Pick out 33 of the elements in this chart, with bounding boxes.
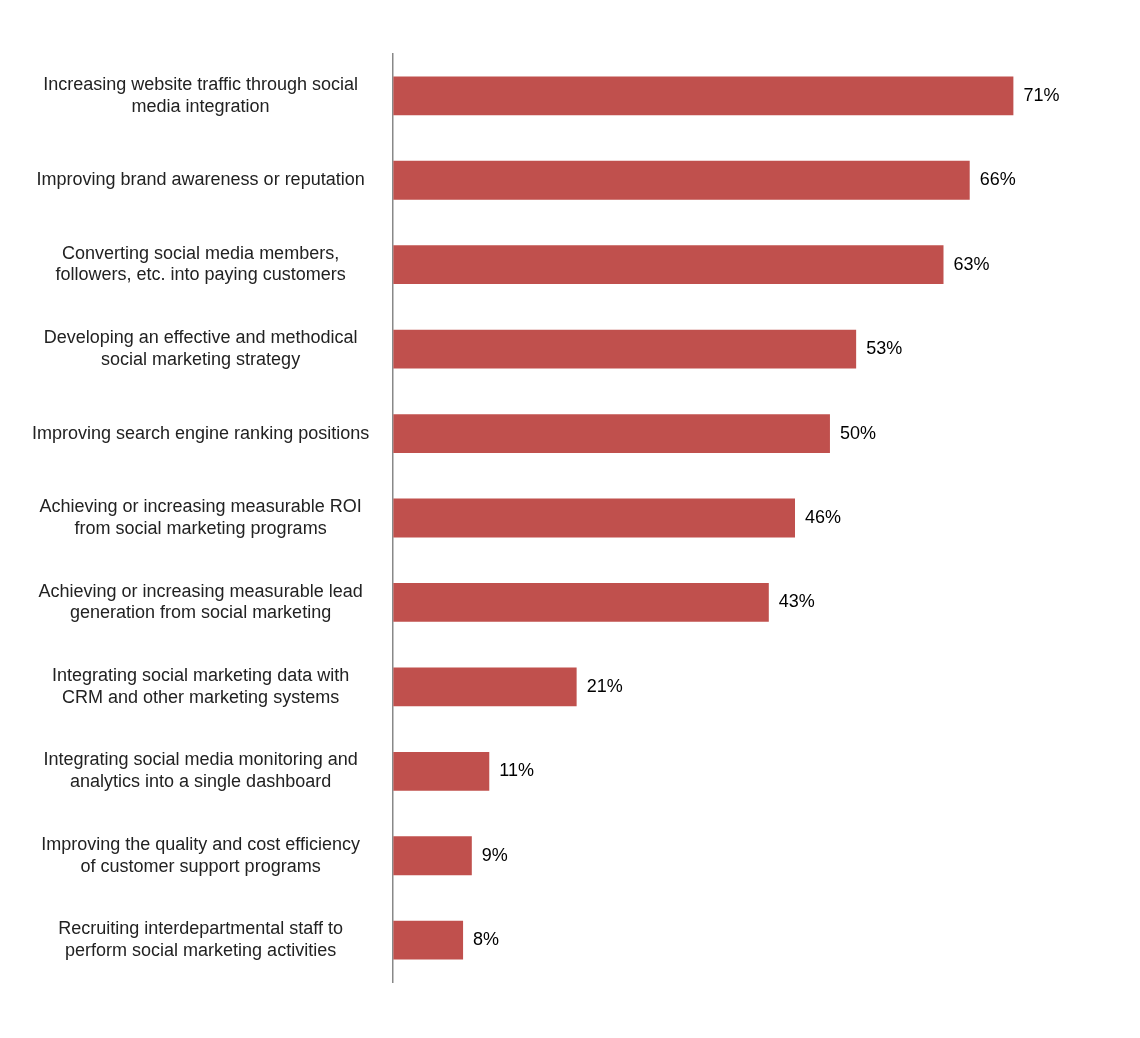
data-label: 43% <box>778 591 815 612</box>
y-tick-label: Improving search engine ranking positions <box>31 422 370 443</box>
y-tick-label: Improving the quality and cost efficiency of customer support programs <box>41 833 361 876</box>
bar <box>393 329 857 369</box>
y-tick-label: Achieving or increasing measurable ROI from social marketing programs <box>39 496 362 538</box>
data-label: 71% <box>1023 84 1060 105</box>
bar <box>393 667 577 707</box>
data-label: 21% <box>586 675 623 696</box>
bar <box>393 245 944 285</box>
y-tick-label: Integrating social media monitoring and analytics into a single dashboard <box>43 749 358 792</box>
bar <box>393 414 830 453</box>
y-tick-label: Converting social media members, followers, etc. into paying customers <box>55 242 346 285</box>
y-tick-label: Developing an effective and methodical social marketing strategy <box>43 327 358 369</box>
bar <box>393 751 490 791</box>
y-tick-label: Integrating social marketing data with CRM and other marketing systems <box>52 665 350 707</box>
bar <box>393 76 1014 116</box>
bar <box>393 920 464 960</box>
data-label: 66% <box>979 169 1016 190</box>
data-label: 50% <box>839 422 876 443</box>
y-tick-label: Increasing website traffic through social media integration <box>43 73 359 116</box>
data-label: 53% <box>866 338 903 359</box>
bar <box>393 160 970 200</box>
data-label: 46% <box>805 506 842 527</box>
y-tick-label: Improving brand awareness or reputation <box>36 169 365 190</box>
bar <box>393 498 796 538</box>
bar <box>393 836 472 876</box>
data-label: 9% <box>481 844 508 865</box>
data-label: 8% <box>473 929 500 950</box>
data-label: 11% <box>499 760 534 781</box>
data-label: 63% <box>953 253 990 274</box>
y-tick-label: Recruiting interdepartmental staff to perform social marketing activities <box>58 918 344 960</box>
bar <box>393 583 769 622</box>
y-tick-label: Achieving or increasing measurable lead generation from social marketing <box>38 580 363 623</box>
